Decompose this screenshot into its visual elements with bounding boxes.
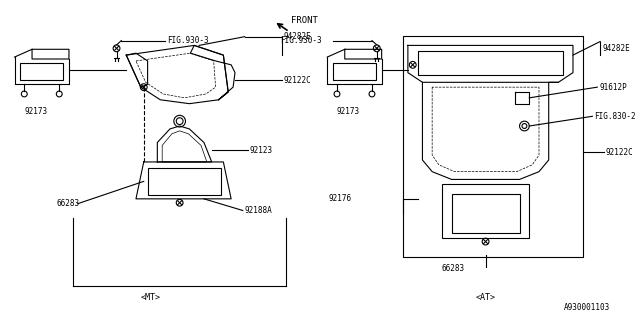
Text: 92122C: 92122C [284, 76, 311, 85]
Text: 94282E: 94282E [284, 32, 311, 41]
Bar [148, 168, 221, 195]
Text: 94282E: 94282E [602, 44, 630, 53]
Text: 92123: 92123 [250, 146, 273, 155]
Text: 91612P: 91612P [599, 83, 627, 92]
Text: <MT>: <MT> [141, 293, 161, 302]
Text: 92173: 92173 [337, 107, 360, 116]
Bar [20, 63, 63, 80]
Bar [417, 51, 563, 75]
Text: 92173: 92173 [24, 107, 47, 116]
Text: 92122C: 92122C [606, 148, 634, 157]
Bar [452, 194, 520, 233]
Text: FIG.830-2: FIG.830-2 [595, 112, 636, 121]
Text: FRONT: FRONT [291, 16, 318, 25]
Text: FIG.930-3: FIG.930-3 [280, 36, 321, 45]
Text: 66283: 66283 [56, 199, 79, 208]
Text: <AT>: <AT> [476, 293, 495, 302]
Bar [333, 63, 376, 80]
Text: 92176: 92176 [328, 194, 351, 203]
Text: A930001103: A930001103 [564, 303, 610, 312]
Text: FIG.930-3: FIG.930-3 [167, 36, 209, 45]
Bar [403, 36, 582, 257]
Text: 92188A: 92188A [244, 206, 273, 215]
Bar [442, 184, 529, 238]
Text: 66283: 66283 [442, 264, 465, 273]
